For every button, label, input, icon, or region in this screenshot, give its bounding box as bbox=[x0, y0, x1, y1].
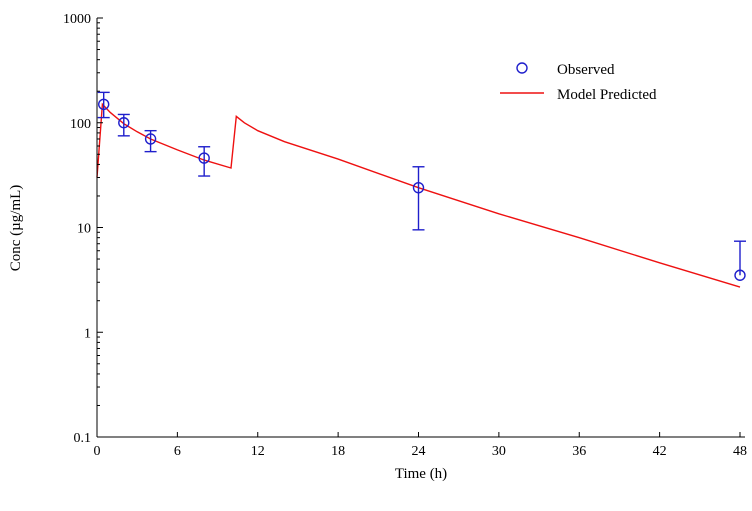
legend: Observed Model Predicted bbox=[500, 62, 657, 103]
x-tick-label: 30 bbox=[492, 444, 506, 459]
y-tick-label: 1000 bbox=[63, 12, 91, 27]
y-ticks: 0.1 1 10 100 1000 bbox=[63, 12, 103, 446]
observed-point bbox=[412, 166, 425, 231]
y-tick-label: 1 bbox=[84, 326, 91, 341]
observed-marker bbox=[734, 269, 746, 281]
observed-point bbox=[734, 240, 746, 281]
y-tick-label: 0.1 bbox=[74, 431, 92, 446]
x-ticks: 0 6 12 18 24 30 36 42 48 bbox=[94, 432, 747, 459]
observed-marker bbox=[97, 98, 110, 111]
x-tick-label: 42 bbox=[653, 444, 667, 459]
observed-marker bbox=[198, 152, 210, 164]
legend-observed-marker bbox=[516, 62, 528, 74]
y-tick-label: 10 bbox=[77, 222, 91, 237]
y-axis-title: Conc (µg/mL) bbox=[8, 185, 24, 272]
x-tick-label: 6 bbox=[174, 444, 181, 459]
observed-marker bbox=[144, 133, 157, 145]
x-tick-label: 0 bbox=[94, 444, 101, 459]
observed-marker bbox=[118, 117, 130, 129]
observed-point bbox=[198, 146, 211, 177]
legend-observed-label: Observed bbox=[557, 62, 615, 78]
legend-model-label: Model Predicted bbox=[557, 87, 657, 103]
observed-point bbox=[144, 129, 157, 153]
observed-marker bbox=[412, 181, 425, 194]
x-tick-label: 36 bbox=[572, 444, 586, 459]
y-tick-label: 100 bbox=[70, 117, 91, 132]
observed-point bbox=[97, 91, 110, 119]
x-axis-title: Time (h) bbox=[395, 466, 447, 482]
x-tick-label: 12 bbox=[251, 444, 265, 459]
x-tick-label: 24 bbox=[412, 444, 426, 459]
x-tick-label: 18 bbox=[331, 444, 345, 459]
x-tick-label: 48 bbox=[733, 444, 747, 459]
plot-area bbox=[96, 91, 746, 288]
observed-point bbox=[117, 113, 130, 137]
